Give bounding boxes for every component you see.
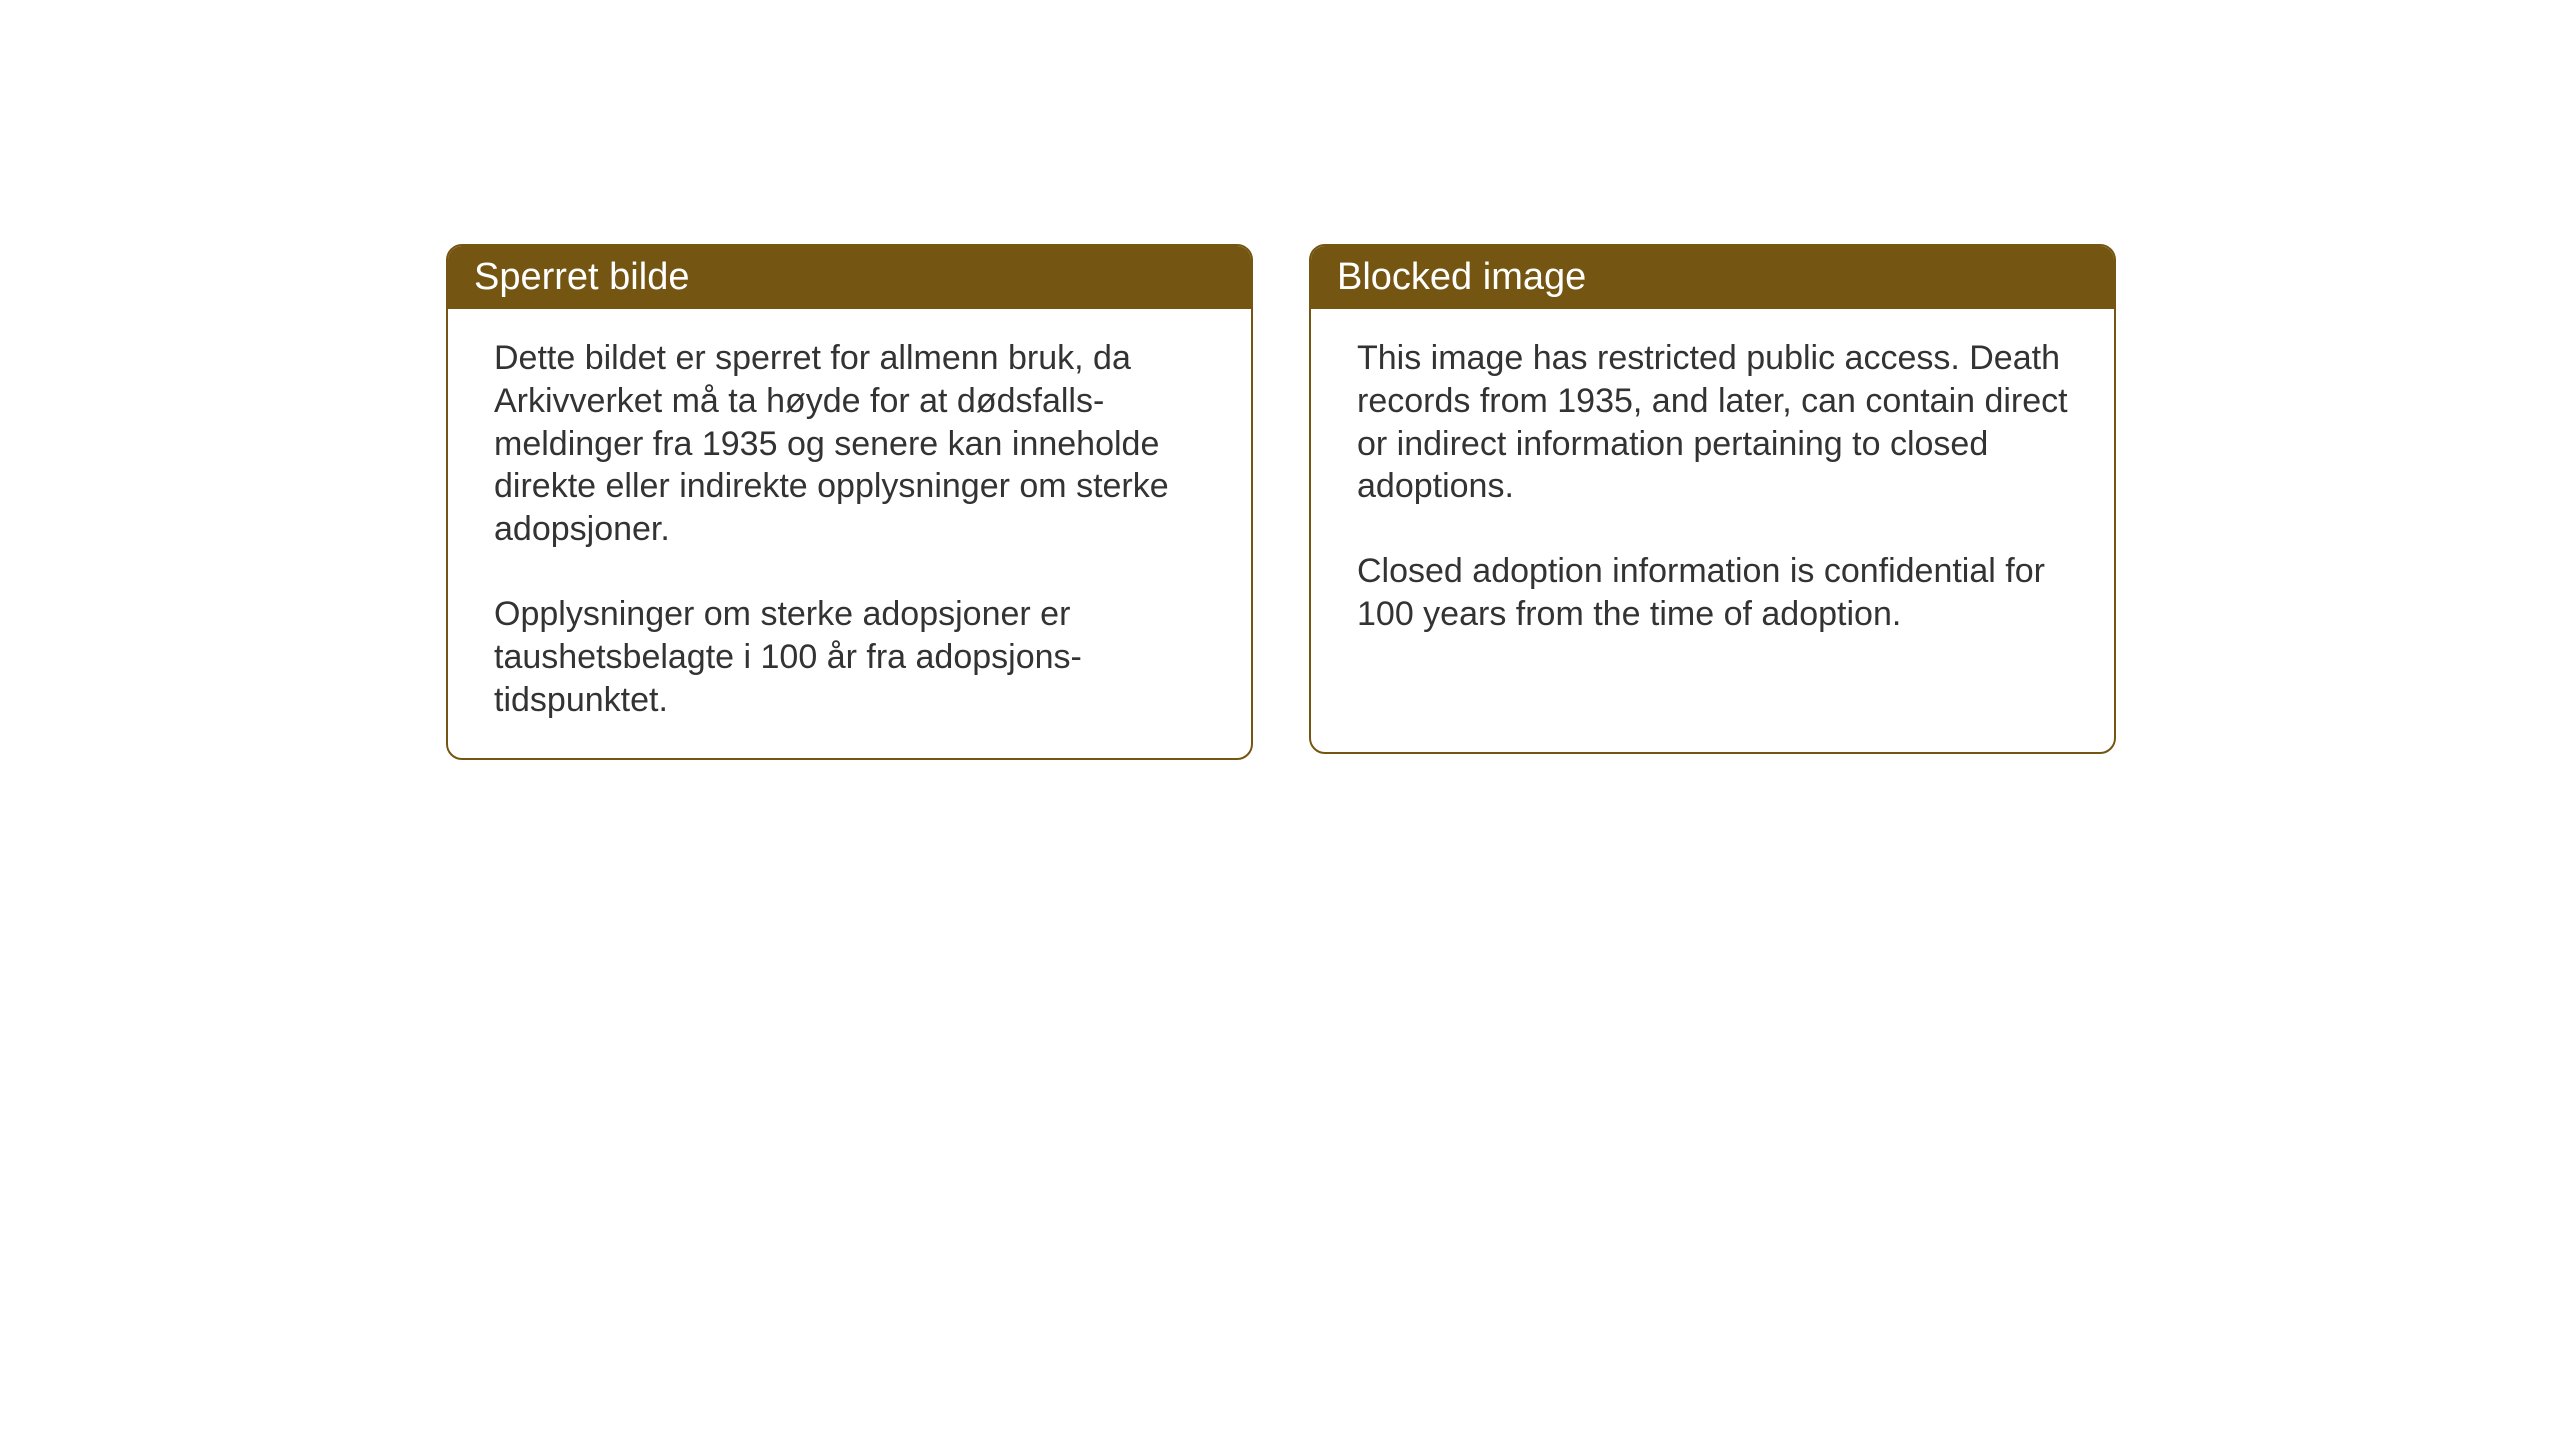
notice-header-english: Blocked image xyxy=(1311,246,2114,309)
notice-container: Sperret bilde Dette bildet er sperret fo… xyxy=(446,244,2116,760)
notice-body-english: This image has restricted public access.… xyxy=(1311,309,2114,672)
notice-body-norwegian: Dette bildet er sperret for allmenn bruk… xyxy=(448,309,1251,758)
notice-paragraph-1-norwegian: Dette bildet er sperret for allmenn bruk… xyxy=(494,337,1205,551)
notice-box-norwegian: Sperret bilde Dette bildet er sperret fo… xyxy=(446,244,1253,760)
notice-paragraph-2-english: Closed adoption information is confident… xyxy=(1357,550,2068,636)
notice-paragraph-2-norwegian: Opplysninger om sterke adopsjoner er tau… xyxy=(494,593,1205,721)
notice-header-norwegian: Sperret bilde xyxy=(448,246,1251,309)
notice-paragraph-1-english: This image has restricted public access.… xyxy=(1357,337,2068,508)
notice-box-english: Blocked image This image has restricted … xyxy=(1309,244,2116,754)
